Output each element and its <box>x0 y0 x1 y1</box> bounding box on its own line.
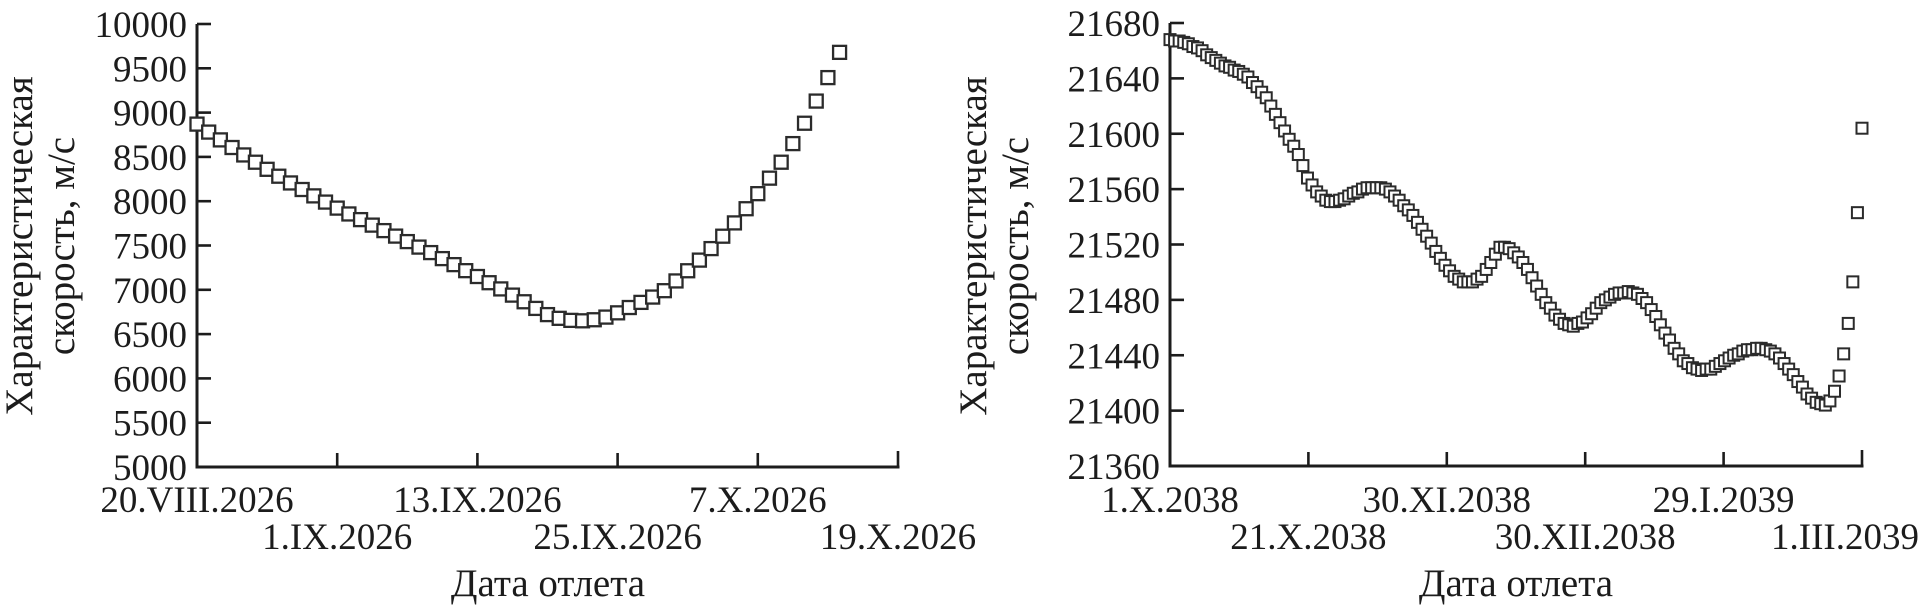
x-tick-label: 19.X.2026 <box>820 517 976 558</box>
x-tick-label: 30.XI.2038 <box>1363 480 1532 521</box>
data-point-square <box>1828 384 1842 398</box>
x-axis-title: Дата отлета <box>1419 562 1613 605</box>
y-tick-label: 5000 <box>113 448 187 489</box>
y-tick-label: 21680 <box>1068 4 1161 45</box>
data-point-square <box>750 186 766 202</box>
y-tick-label: 21440 <box>1068 336 1161 377</box>
y-tick-label: 8000 <box>113 182 187 223</box>
series-characteristic-velocity <box>189 44 848 329</box>
data-point-square <box>796 115 813 131</box>
left-panel-titles: Характеристическая скорость, м/с Дата от… <box>0 76 645 605</box>
data-point-square <box>1832 369 1846 383</box>
data-point-square <box>1296 159 1310 173</box>
y-tick-label: 21640 <box>1068 59 1161 100</box>
y-tick-label: 6000 <box>113 359 187 400</box>
y-tick-label: 7500 <box>113 227 187 268</box>
x-tick-label: 30.XII.2038 <box>1495 517 1676 558</box>
data-point-square <box>726 215 743 231</box>
x-tick-label: 13.IX.2026 <box>393 480 562 521</box>
data-point-square <box>189 116 205 132</box>
data-point-square <box>1837 347 1851 361</box>
y-tick-label: 10000 <box>95 5 188 46</box>
x-tick-label: 20.VIII.2026 <box>100 480 293 521</box>
y-tick-label: 8500 <box>113 138 187 179</box>
data-point-square <box>1846 275 1860 289</box>
y-tick-label: 21480 <box>1068 281 1161 322</box>
data-point-square <box>820 69 836 86</box>
right-panel-titles: Характеристическая скорость, м/с Дата от… <box>952 76 1613 605</box>
x-axis-title: Дата отлета <box>451 562 645 605</box>
y-tick-label: 21560 <box>1068 170 1161 211</box>
y-axis-title-line1: Характеристическая <box>952 76 995 416</box>
x-tick-label: 7.X.2026 <box>689 480 827 521</box>
x-tick-label: 21.X.2038 <box>1230 517 1386 558</box>
y-tick-label: 5500 <box>113 404 187 445</box>
x-tick-label: 1.X.2038 <box>1101 480 1239 521</box>
data-point-square <box>1841 316 1855 330</box>
data-point-square <box>808 93 824 109</box>
y-tick-label: 6500 <box>113 315 187 356</box>
data-point-square <box>738 201 754 217</box>
data-point-square <box>785 135 801 152</box>
data-point-square <box>656 283 672 299</box>
right-plot-area: 21360 21400 21440 21480 21520 21560 21600 21640… <box>1068 4 1919 558</box>
data-point-square <box>715 228 731 244</box>
y-tick-label: 21360 <box>1068 447 1161 488</box>
data-point-square <box>773 154 789 170</box>
y-axis-title-line2: скорость, м/с <box>40 137 83 355</box>
y-tick-label: 21600 <box>1068 115 1161 156</box>
data-point-square <box>680 263 696 279</box>
y-tick-label: 9500 <box>113 49 187 90</box>
x-tick-label: 1.IX.2026 <box>262 517 412 558</box>
data-point-square <box>1850 206 1864 220</box>
data-point-square <box>668 273 684 289</box>
data-point-square <box>1855 121 1869 135</box>
x-tick-label: 1.III.2039 <box>1771 517 1919 558</box>
data-point-square <box>761 170 778 186</box>
data-point-square <box>831 44 848 61</box>
y-tick-label: 21400 <box>1068 392 1161 433</box>
x-tick-label: 25.IX.2026 <box>533 517 702 558</box>
data-point-square <box>1291 148 1305 162</box>
y-axis-title-line1: Характеристическая <box>0 76 41 416</box>
data-point-square <box>703 240 719 257</box>
y-tick-label: 7000 <box>113 271 187 312</box>
series-characteristic-velocity <box>1163 33 1869 412</box>
y-tick-label: 9000 <box>113 94 187 135</box>
x-tick-label: 29.I.2039 <box>1653 480 1795 521</box>
y-tick-label: 21520 <box>1068 226 1161 267</box>
data-point-square <box>691 252 708 268</box>
left-plot-area: 5000550060006500700075008000850090009500… <box>95 5 977 558</box>
data-point-square <box>201 124 217 140</box>
y-axis-title-line2: скорость, м/с <box>994 137 1037 355</box>
